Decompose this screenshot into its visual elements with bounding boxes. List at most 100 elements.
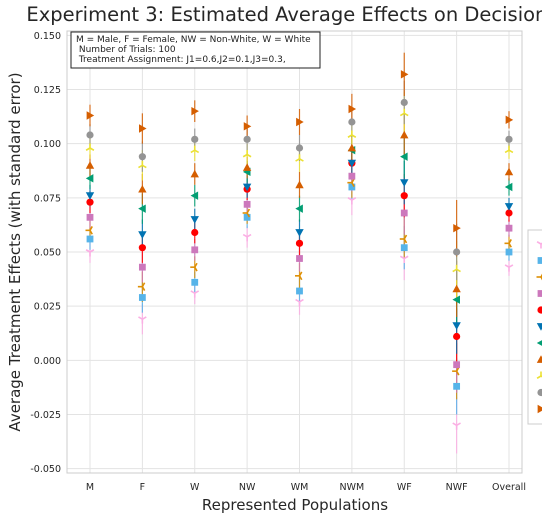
x-tick-label: F: [140, 482, 145, 493]
x-tick-label: WM: [291, 482, 309, 493]
data-series: [85, 52, 514, 454]
data-point: [243, 135, 251, 143]
legend: [527, 229, 542, 425]
data-point: [191, 135, 199, 143]
plot-frame: [66, 30, 523, 474]
data-point: [295, 204, 303, 213]
data-point: [348, 183, 356, 191]
data-point: [452, 284, 461, 293]
data-point: [400, 70, 409, 79]
data-point: [138, 231, 147, 239]
data-point: [86, 213, 94, 221]
x-tick-label: W: [190, 482, 200, 493]
data-point: [242, 183, 252, 192]
data-point: [86, 198, 94, 206]
x-tick-label: NWM: [340, 482, 365, 493]
data-point: [400, 130, 409, 139]
data-point: [295, 298, 304, 307]
data-point: [399, 255, 409, 263]
data-point: [85, 143, 95, 151]
data-point: [191, 246, 199, 254]
data-point: [505, 248, 513, 256]
data-point: [190, 216, 199, 224]
data-point: [453, 248, 461, 256]
y-tick-label: 0.025: [34, 302, 61, 313]
x-tick-label: M: [86, 482, 94, 493]
data-point: [138, 294, 146, 301]
data-point: [138, 153, 146, 161]
data-point: [243, 213, 251, 221]
legend-marker: [537, 306, 542, 314]
x-tick-label: NWF: [446, 482, 468, 493]
data-point: [504, 145, 514, 154]
legend-marker: [536, 340, 542, 346]
data-point: [452, 322, 461, 330]
y-tick-label: 0.075: [34, 193, 61, 204]
y-tick-label: -0.025: [30, 410, 61, 421]
x-axis-label: Represented Populations: [202, 496, 388, 514]
x-tick-label: Overall: [492, 482, 526, 493]
data-point: [295, 239, 304, 247]
annotation-line-3: Treatment Assignment: J1=0.6,J2=0.1,J3=0…: [76, 55, 286, 65]
data-point: [137, 282, 146, 291]
data-point: [85, 192, 95, 200]
data-point: [190, 145, 200, 154]
legend-marker: [537, 290, 542, 297]
annotation-box: M = Male, F = Female, NW = Non-White, W …: [70, 31, 321, 69]
annotation-line-2: Number of Trials: 100: [76, 45, 176, 55]
y-tick-label: -0.050: [30, 464, 61, 475]
data-point: [453, 332, 461, 341]
data-point: [505, 115, 514, 125]
data-point: [139, 124, 147, 133]
data-point: [191, 106, 199, 116]
data-point: [504, 239, 512, 248]
data-point: [453, 382, 461, 390]
data-point: [504, 182, 513, 192]
x-tick-label: WF: [397, 482, 412, 493]
y-tick-label: 0.100: [34, 139, 61, 150]
data-point: [243, 122, 252, 131]
data-point: [85, 161, 95, 169]
legend-marker: [537, 388, 542, 397]
data-point: [296, 255, 303, 262]
data-point: [505, 135, 513, 143]
data-point: [296, 287, 303, 295]
data-point: [295, 229, 304, 237]
data-point: [191, 228, 199, 237]
y-tick-label: 0.000: [34, 356, 61, 367]
data-point: [399, 234, 408, 244]
annotation-frame: [70, 31, 321, 69]
legend-marker: [537, 404, 542, 414]
data-point: [347, 197, 357, 205]
data-point: [452, 366, 460, 376]
data-point: [86, 131, 94, 139]
data-point: [504, 203, 514, 211]
data-point: [295, 154, 304, 162]
data-point: [190, 290, 200, 298]
data-point: [296, 117, 304, 127]
data-point: [138, 204, 146, 213]
data-point: [348, 118, 356, 126]
data-point: [505, 224, 513, 232]
data-point: [347, 130, 357, 138]
data-point: [138, 160, 147, 169]
y-tick-label: 0.150: [34, 31, 61, 42]
y-axis-label: Average Treatment Effects (with standard…: [6, 72, 24, 431]
data-point: [295, 144, 304, 152]
data-point: [348, 172, 356, 180]
data-point: [400, 152, 408, 161]
data-point: [505, 209, 513, 217]
data-point: [400, 98, 408, 107]
legend-marker: [536, 273, 542, 281]
data-point: [191, 278, 199, 286]
data-point: [347, 159, 357, 168]
data-point: [452, 422, 461, 430]
x-tick-label: NW: [239, 482, 256, 493]
data-point: [400, 192, 408, 200]
y-tick-label: 0.050: [34, 248, 61, 259]
data-point: [86, 111, 95, 120]
data-point: [138, 244, 146, 252]
data-point: [242, 163, 252, 171]
data-point: [399, 108, 409, 117]
